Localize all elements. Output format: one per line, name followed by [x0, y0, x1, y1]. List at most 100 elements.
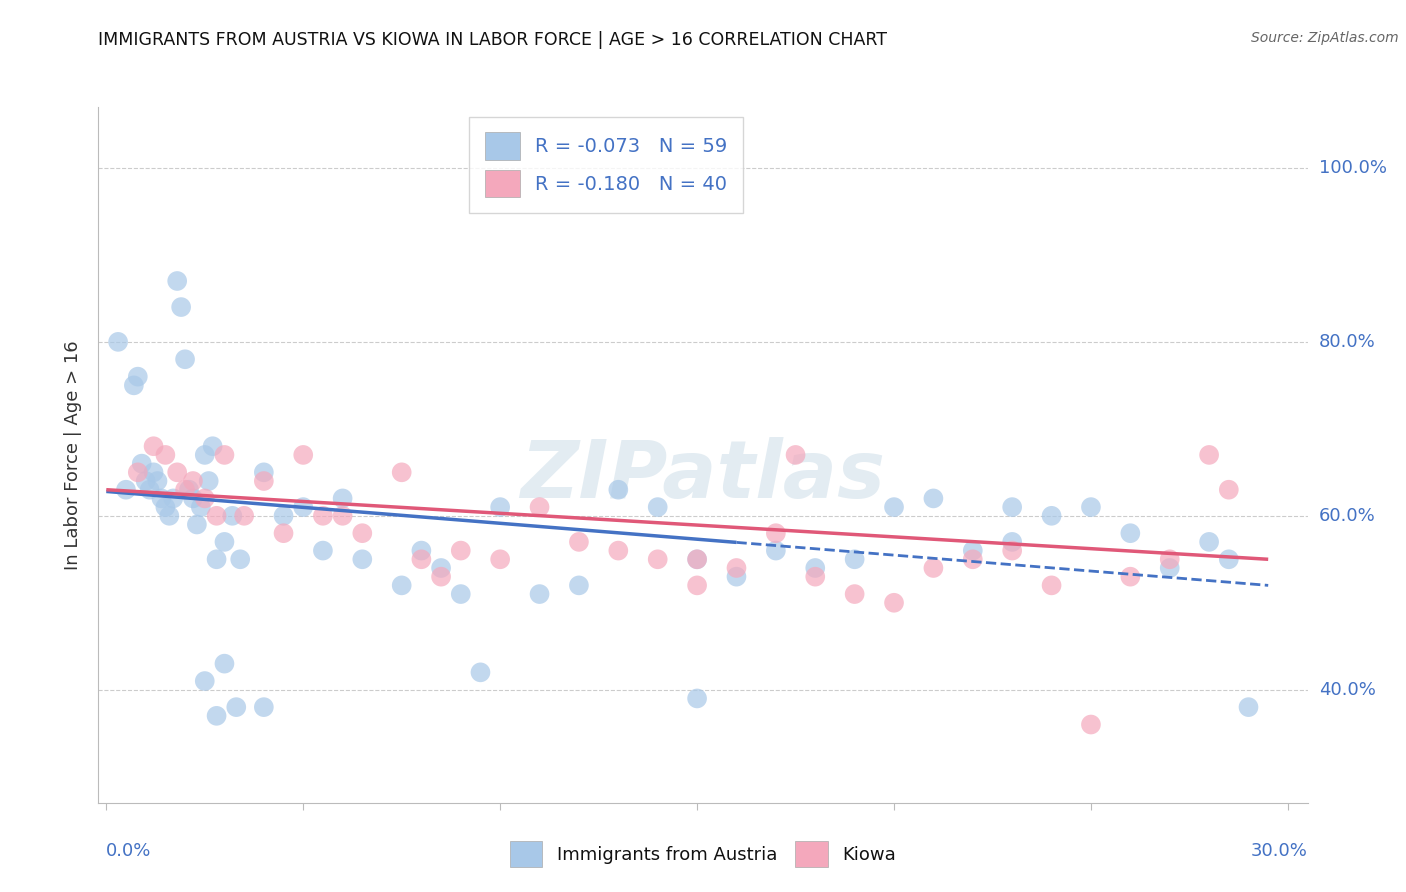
Point	[131, 457, 153, 471]
Point	[186, 517, 208, 532]
Point	[785, 448, 807, 462]
Point	[391, 466, 413, 480]
Point	[922, 491, 945, 506]
Point	[725, 570, 748, 584]
Point	[177, 483, 200, 497]
Point	[1040, 508, 1063, 523]
Point	[962, 552, 984, 566]
Point	[170, 300, 193, 314]
Point	[332, 508, 354, 523]
Point	[411, 552, 433, 566]
Point	[1218, 552, 1240, 566]
Point	[489, 500, 512, 514]
Point	[430, 561, 453, 575]
Point	[1001, 543, 1024, 558]
Point	[190, 500, 212, 514]
Point	[647, 500, 669, 514]
Point	[205, 552, 228, 566]
Point	[253, 474, 276, 488]
Point	[450, 587, 472, 601]
Text: ZIPatlas: ZIPatlas	[520, 437, 886, 515]
Point	[922, 561, 945, 575]
Point	[194, 674, 217, 689]
Point	[155, 500, 177, 514]
Text: Source: ZipAtlas.com: Source: ZipAtlas.com	[1251, 31, 1399, 45]
Point	[470, 665, 492, 680]
Legend: Immigrants from Austria, Kiowa: Immigrants from Austria, Kiowa	[503, 834, 903, 874]
Point	[765, 526, 787, 541]
Point	[122, 378, 145, 392]
Point	[253, 700, 276, 714]
Point	[150, 491, 173, 506]
Point	[883, 500, 905, 514]
Point	[174, 352, 197, 367]
Point	[844, 587, 866, 601]
Point	[166, 466, 188, 480]
Point	[1080, 500, 1102, 514]
Point	[765, 543, 787, 558]
Text: 30.0%: 30.0%	[1251, 842, 1308, 860]
Point	[1237, 700, 1260, 714]
Point	[391, 578, 413, 592]
Point	[194, 448, 217, 462]
Point	[450, 543, 472, 558]
Point	[292, 448, 315, 462]
Point	[214, 535, 236, 549]
Text: 40.0%: 40.0%	[1319, 681, 1375, 698]
Point	[529, 587, 551, 601]
Point	[127, 466, 149, 480]
Point	[1080, 717, 1102, 731]
Point	[229, 552, 252, 566]
Point	[352, 526, 374, 541]
Point	[142, 466, 165, 480]
Point	[804, 561, 827, 575]
Text: 0.0%: 0.0%	[107, 842, 152, 860]
Point	[115, 483, 138, 497]
Point	[205, 508, 228, 523]
Point	[411, 543, 433, 558]
Point	[214, 657, 236, 671]
Point	[157, 508, 180, 523]
Y-axis label: In Labor Force | Age > 16: In Labor Force | Age > 16	[65, 340, 83, 570]
Point	[138, 483, 160, 497]
Point	[181, 491, 204, 506]
Text: 80.0%: 80.0%	[1319, 333, 1375, 351]
Point	[292, 500, 315, 514]
Point	[273, 526, 295, 541]
Point	[844, 552, 866, 566]
Point	[205, 708, 228, 723]
Point	[1198, 448, 1220, 462]
Point	[181, 474, 204, 488]
Point	[725, 561, 748, 575]
Point	[1119, 570, 1142, 584]
Point	[568, 535, 591, 549]
Point	[686, 552, 709, 566]
Point	[607, 543, 630, 558]
Point	[273, 508, 295, 523]
Point	[332, 491, 354, 506]
Point	[804, 570, 827, 584]
Point	[1001, 500, 1024, 514]
Point	[166, 274, 188, 288]
Point	[107, 334, 129, 349]
Point	[1040, 578, 1063, 592]
Point	[607, 483, 630, 497]
Point	[312, 508, 335, 523]
Point	[253, 466, 276, 480]
Point	[962, 543, 984, 558]
Point	[162, 491, 184, 506]
Text: 100.0%: 100.0%	[1319, 159, 1386, 177]
Point	[1119, 526, 1142, 541]
Point	[225, 700, 247, 714]
Point	[686, 578, 709, 592]
Point	[142, 439, 165, 453]
Point	[233, 508, 256, 523]
Text: 60.0%: 60.0%	[1319, 507, 1375, 524]
Point	[1198, 535, 1220, 549]
Text: IMMIGRANTS FROM AUSTRIA VS KIOWA IN LABOR FORCE | AGE > 16 CORRELATION CHART: IMMIGRANTS FROM AUSTRIA VS KIOWA IN LABO…	[98, 31, 887, 49]
Point	[127, 369, 149, 384]
Point	[883, 596, 905, 610]
Point	[155, 448, 177, 462]
Point	[312, 543, 335, 558]
Point	[1159, 552, 1181, 566]
